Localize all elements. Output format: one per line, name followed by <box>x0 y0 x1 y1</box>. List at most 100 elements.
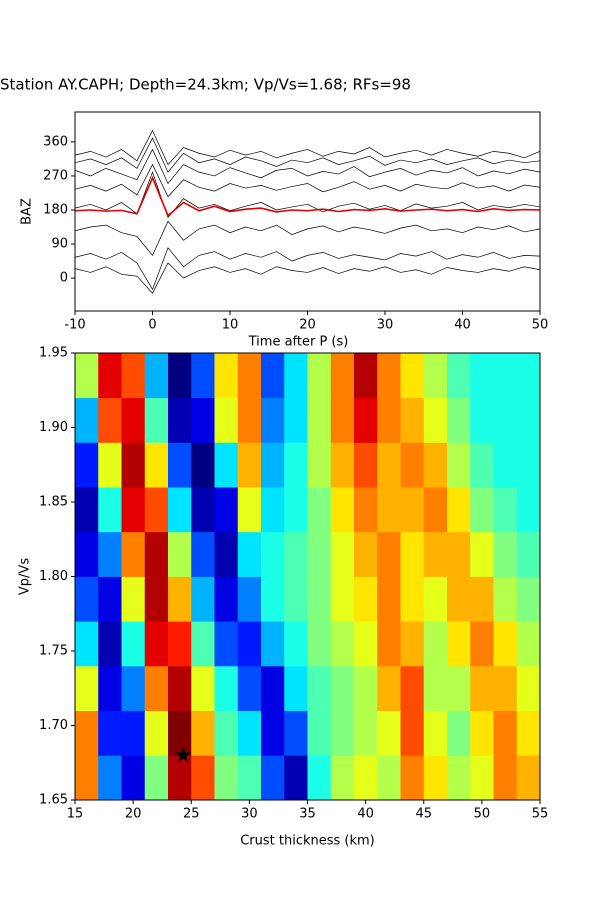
heat-cell <box>330 397 355 443</box>
heat-cell <box>261 442 285 488</box>
heat-cell <box>307 576 332 622</box>
heat-cell <box>377 487 401 533</box>
heat-cell <box>493 710 518 756</box>
heat-cell <box>493 755 518 800</box>
heat-cell <box>400 397 425 443</box>
heat-cell <box>330 487 355 533</box>
heat-cell <box>447 397 471 443</box>
heat-cell <box>470 621 494 667</box>
heat-cell <box>75 487 99 533</box>
heat-cell <box>121 487 146 533</box>
y-tick-label: 1.95 <box>39 346 68 361</box>
heat-cell <box>144 487 169 533</box>
heat-cell <box>191 576 215 622</box>
heat-cell <box>214 576 239 622</box>
plot-area <box>75 353 540 800</box>
heat-cell <box>214 397 239 443</box>
x-tick-label: 0 <box>148 318 156 333</box>
heat-cell <box>75 576 99 622</box>
x-tick-label: 15 <box>67 807 84 822</box>
heat-cell <box>377 755 401 800</box>
heat-cell <box>447 621 471 667</box>
heat-cell <box>168 487 192 533</box>
heat-cell <box>330 710 355 756</box>
y-tick-label: 1.80 <box>39 569 68 584</box>
heat-cell <box>75 621 99 667</box>
y-tick-label: 1.90 <box>39 420 68 435</box>
heat-cell <box>516 353 540 399</box>
heat-cell <box>284 353 308 399</box>
y-tick-label: 0 <box>60 271 68 286</box>
heat-cell <box>284 710 308 756</box>
heat-cell <box>330 755 355 800</box>
heat-cell <box>284 487 308 533</box>
heat-cell <box>330 442 355 488</box>
best-fit-star <box>175 746 192 763</box>
x-tick-label: 30 <box>377 318 394 333</box>
heat-cell <box>447 442 471 488</box>
heat-cell <box>261 665 285 711</box>
heat-cell <box>470 710 494 756</box>
heat-cell <box>261 755 285 800</box>
heat-cell <box>470 531 494 577</box>
heat-cell <box>354 576 378 622</box>
heat-cell <box>400 531 425 577</box>
heat-cell <box>121 755 146 800</box>
heat-cell <box>377 621 401 667</box>
y-tick-label: 90 <box>51 237 68 252</box>
heat-cell <box>214 531 239 577</box>
x-tick-label: -10 <box>64 318 85 333</box>
heat-cell <box>144 353 169 399</box>
heat-cell <box>470 487 494 533</box>
heat-cell <box>98 531 122 577</box>
heat-cell <box>423 397 448 443</box>
heat-cell <box>284 531 308 577</box>
heat-cell <box>168 576 192 622</box>
heat-cell <box>191 621 215 667</box>
heat-cell <box>121 576 146 622</box>
heat-cell <box>377 531 401 577</box>
heat-cell <box>144 710 169 756</box>
heat-cell <box>144 621 169 667</box>
heat-cell <box>470 353 494 399</box>
heat-cell <box>400 665 425 711</box>
heat-cell <box>470 576 494 622</box>
heat-cell <box>470 397 494 443</box>
heat-cell <box>516 710 540 756</box>
heat-cell <box>307 487 332 533</box>
heat-cell <box>121 531 146 577</box>
heat-cell <box>214 353 239 399</box>
heat-cell <box>516 621 540 667</box>
heat-cell <box>121 665 146 711</box>
heat-cell <box>400 621 425 667</box>
heat-cell <box>447 755 471 800</box>
heat-cell <box>121 397 146 443</box>
trace <box>75 148 540 185</box>
y-tick-label: 270 <box>43 168 68 183</box>
heat-cell <box>423 576 448 622</box>
heat-cell <box>447 710 471 756</box>
x-axis-label: Time after P (s) <box>248 335 349 350</box>
heat-cell <box>400 710 425 756</box>
figure-title: Station AY.CAPH; Depth=24.3km; Vp/Vs=1.6… <box>0 76 411 94</box>
heat-cell <box>493 576 518 622</box>
y-tick-label: 180 <box>43 202 68 217</box>
x-tick-label: 50 <box>474 807 491 822</box>
heat-cell <box>168 531 192 577</box>
plot-area <box>75 129 540 294</box>
heat-cell <box>354 665 378 711</box>
heat-cell <box>307 621 332 667</box>
x-tick-label: 20 <box>125 807 142 822</box>
heat-cell <box>237 710 262 756</box>
heat-cell <box>284 442 308 488</box>
heat-cell <box>98 665 122 711</box>
x-tick-label: 40 <box>454 318 471 333</box>
heat-cell <box>377 576 401 622</box>
heat-cell <box>168 710 192 756</box>
heat-cell <box>423 487 448 533</box>
heat-cell <box>470 442 494 488</box>
heat-cell <box>144 397 169 443</box>
heat-cell <box>191 397 215 443</box>
heat-cell <box>214 442 239 488</box>
heat-cell <box>75 755 99 800</box>
